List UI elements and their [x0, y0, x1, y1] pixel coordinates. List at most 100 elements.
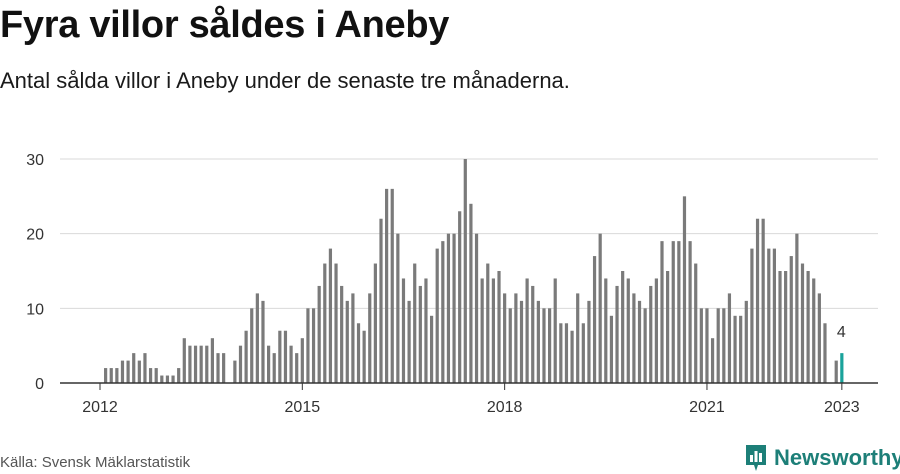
bar: [682, 196, 687, 383]
bar: [564, 323, 569, 383]
bar: [356, 323, 361, 383]
bar: [188, 345, 192, 383]
bar: [581, 323, 585, 383]
y-tick-label: 30: [26, 152, 44, 169]
bar: [604, 278, 608, 383]
bar: [424, 278, 428, 383]
bar: [789, 256, 793, 383]
bar: [514, 293, 518, 383]
bar: [373, 263, 377, 383]
bar: [165, 375, 170, 383]
bar: [823, 323, 827, 383]
bar: [390, 188, 394, 383]
bar: [519, 300, 524, 383]
bar: [677, 241, 681, 383]
bar: [643, 308, 647, 383]
bar: [795, 233, 799, 383]
bar: [171, 375, 175, 383]
bar: [413, 263, 417, 383]
bar: [368, 293, 372, 383]
bar: [592, 256, 597, 383]
bar: [474, 233, 479, 383]
x-tick-label: 2018: [487, 399, 523, 416]
bar: [148, 368, 153, 383]
bar: [497, 271, 501, 383]
bar: [660, 241, 664, 383]
annotations: 4: [837, 324, 846, 341]
bar: [744, 300, 748, 383]
bar: [154, 368, 158, 383]
bar: [182, 338, 186, 383]
bar: [396, 233, 400, 383]
bar: [480, 278, 484, 383]
bar: [772, 248, 776, 383]
bar: [289, 345, 293, 383]
bar: [542, 308, 546, 383]
bar: [784, 271, 788, 383]
bar: [525, 278, 529, 383]
bar: [621, 271, 625, 383]
bar: [340, 285, 344, 383]
bar: [800, 263, 805, 383]
bar: [306, 308, 310, 383]
bar: [840, 353, 844, 383]
bar: [637, 300, 642, 383]
bar: [559, 323, 563, 383]
bar: [238, 345, 243, 383]
bar: [210, 338, 214, 383]
y-axis-ticks: 0 10 20 30: [26, 152, 44, 393]
bar: [817, 293, 821, 383]
bar: [739, 315, 743, 383]
bar: [508, 308, 512, 383]
bar: [609, 315, 614, 383]
bar: [626, 278, 630, 383]
bar: [160, 375, 164, 383]
bar: [654, 278, 658, 383]
bar: [812, 278, 816, 383]
bar: [733, 315, 737, 383]
bar: [300, 338, 304, 383]
bar: [536, 300, 540, 383]
bar: [755, 218, 760, 383]
bar: [244, 330, 248, 383]
bar: [548, 308, 552, 383]
bar: [385, 188, 389, 383]
bar: [806, 271, 810, 383]
bar: [126, 360, 130, 383]
x-tick-label: 2015: [285, 399, 321, 416]
brand-logo[interactable]: Newsworthy: [744, 443, 900, 473]
bar: [469, 203, 473, 383]
bar: [699, 308, 703, 383]
bar: [362, 330, 366, 383]
bar: [761, 218, 765, 383]
bar: [778, 271, 782, 383]
bar: [272, 353, 276, 383]
bar: [576, 293, 580, 383]
bar: [132, 353, 136, 383]
bar: [379, 218, 383, 383]
bar: [115, 368, 119, 383]
bar: [452, 233, 456, 383]
bars: [104, 159, 844, 383]
bar: [193, 345, 198, 383]
bar: [255, 293, 259, 383]
bar: [435, 248, 439, 383]
bar: [137, 360, 141, 383]
bar: [727, 293, 732, 383]
bar: [441, 241, 445, 383]
x-tick-label: 2012: [82, 399, 118, 416]
y-tick-label: 0: [35, 376, 44, 393]
chart-title: Fyra villor såldes i Aneby: [0, 4, 450, 46]
bar: [104, 368, 108, 383]
bar: [491, 278, 495, 383]
bar: [458, 211, 462, 383]
bar: [205, 345, 209, 383]
bar: [553, 278, 557, 383]
bar: [649, 285, 653, 383]
chart-subtitle: Antal sålda villor i Aneby under de sena…: [0, 68, 570, 93]
bar: [250, 308, 254, 383]
bar: [429, 315, 434, 383]
y-tick-label: 10: [26, 301, 44, 318]
bar: [463, 159, 467, 383]
